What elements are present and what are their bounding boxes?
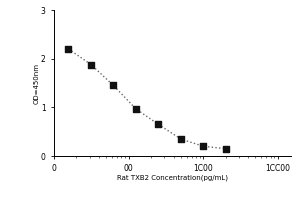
Point [223, 147, 228, 150]
Point [111, 84, 116, 87]
Point [134, 107, 138, 110]
X-axis label: Rat TXB2 Concentration(pg/mL): Rat TXB2 Concentration(pg/mL) [117, 175, 228, 181]
Y-axis label: OD=450nm: OD=450nm [33, 62, 39, 104]
Point [66, 47, 71, 51]
Point [201, 145, 206, 148]
Point [88, 63, 93, 66]
Point [156, 123, 161, 126]
Point [178, 137, 183, 141]
